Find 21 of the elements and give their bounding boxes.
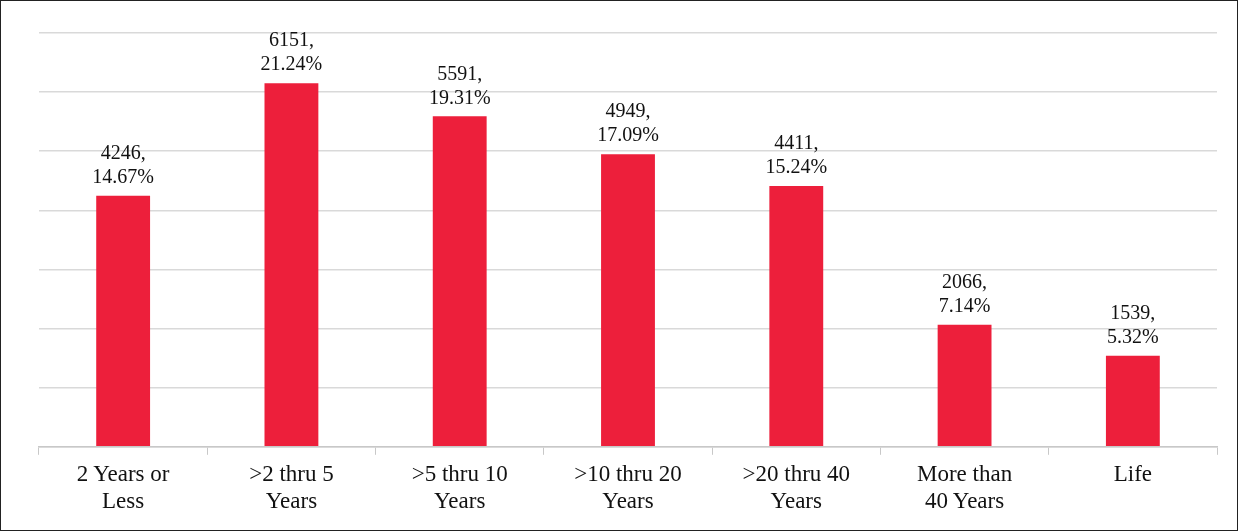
data-label: 4949, 17.09% — [597, 99, 659, 146]
data-label: 6151, 21.24% — [260, 28, 323, 75]
x-tick-label: >20 thru 40 Years — [742, 460, 851, 514]
data-label: 5591, 19.31% — [428, 61, 491, 108]
bar — [601, 154, 655, 447]
x-tick-label: >5 thru 10 Years — [411, 460, 508, 514]
bar — [432, 116, 487, 447]
x-tick-label: More than 40 Years — [916, 460, 1013, 514]
data-label: 4411, 15.24% — [765, 131, 828, 178]
bar — [96, 195, 151, 447]
data-label: 1539, 5.32% — [1107, 301, 1159, 348]
x-tick-label: 2 Years or Less — [76, 460, 170, 514]
x-tick-label: >2 thru 5 Years — [249, 460, 334, 514]
data-label: 2066, 7.14% — [938, 269, 991, 316]
bar — [1105, 355, 1160, 447]
data-label: 4246, 14.67% — [92, 141, 154, 188]
x-tick-label: >10 thru 20 Years — [574, 460, 682, 514]
bar — [937, 324, 992, 447]
bar — [769, 186, 824, 447]
bar — [264, 83, 319, 447]
x-tick-label: Life — [1113, 460, 1153, 486]
